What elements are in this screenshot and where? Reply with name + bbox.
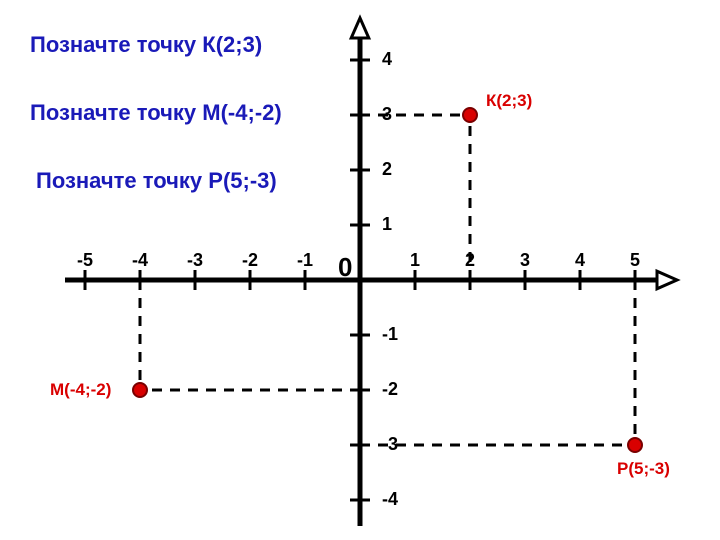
point-label-k: К(2;3): [486, 91, 532, 111]
plot-svg: [0, 0, 720, 540]
x-tick-label: -1: [293, 250, 317, 271]
x-tick-label: 1: [403, 250, 427, 271]
y-tick-label: -1: [382, 324, 398, 345]
point-label-p: Р(5;-3): [617, 459, 670, 479]
y-tick-label: 4: [382, 49, 392, 70]
point-label-m: М(-4;-2): [50, 380, 111, 400]
y-tick-label: 3: [382, 104, 392, 125]
y-tick-label: 1: [382, 214, 392, 235]
origin-label: 0: [338, 252, 352, 283]
instruction-3: Позначте точку Р(5;-3): [36, 168, 277, 194]
x-tick-label: -5: [73, 250, 97, 271]
x-tick-label: 3: [513, 250, 537, 271]
y-tick-label: -2: [382, 379, 398, 400]
y-tick-label: -3: [382, 434, 398, 455]
x-tick-label: 5: [623, 250, 647, 271]
coordinate-diagram: Позначте точку К(2;3) Позначте точку М(-…: [0, 0, 720, 540]
instruction-1: Позначте точку К(2;3): [30, 32, 262, 58]
y-tick-label: 2: [382, 159, 392, 180]
instruction-2: Позначте точку М(-4;-2): [30, 100, 282, 126]
y-tick-label: -4: [382, 489, 398, 510]
x-tick-label: -3: [183, 250, 207, 271]
x-tick-label: -4: [128, 250, 152, 271]
x-tick-label: 2: [458, 250, 482, 271]
x-tick-label: 4: [568, 250, 592, 271]
x-tick-label: -2: [238, 250, 262, 271]
